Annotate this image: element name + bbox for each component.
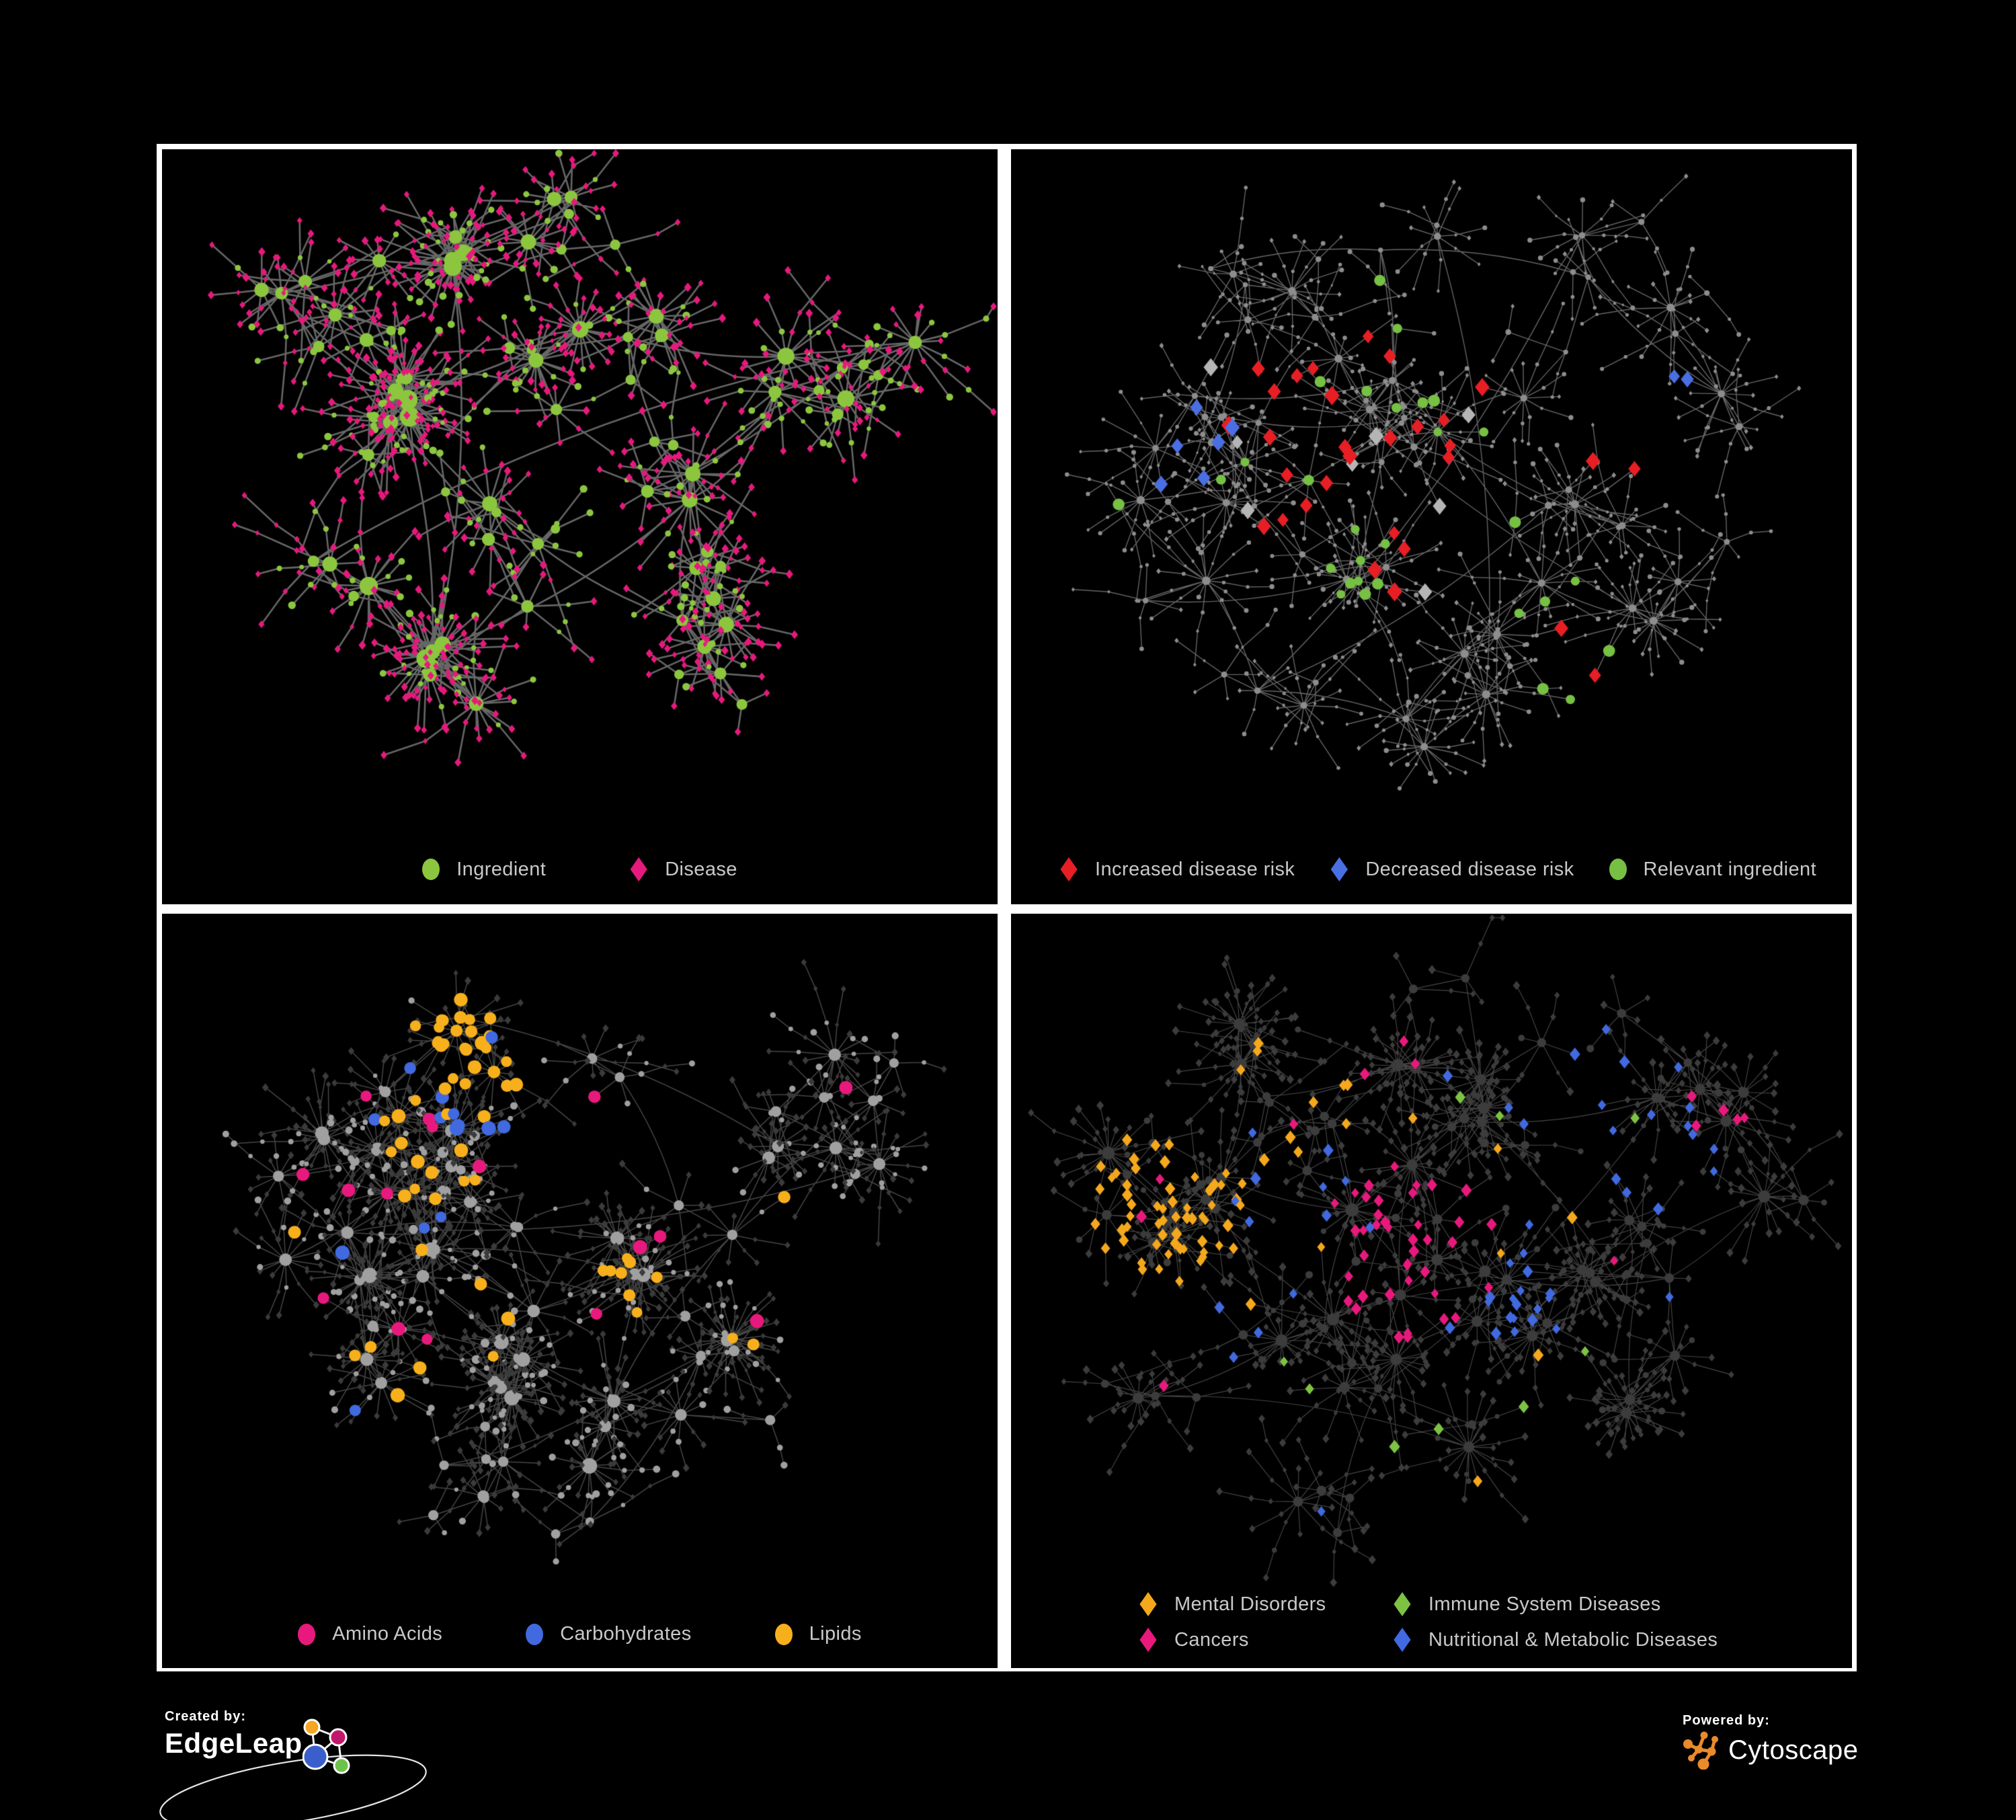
- legend-item-cancers: Cancers: [1139, 1628, 1393, 1652]
- legend-item-increased-disease-risk: Increased disease risk: [1059, 857, 1295, 881]
- legend-nutrient-classes: Amino Acids Carbohydrates Lipids: [162, 1623, 998, 1645]
- panel-nutrient-classes: Amino Acids Carbohydrates Lipids: [162, 914, 998, 1668]
- edgeleap-brand-row: EdgeLeap: [159, 1718, 427, 1820]
- legend-label: Immune System Diseases: [1428, 1593, 1661, 1615]
- legend-item-lipids: Lipids: [774, 1623, 862, 1645]
- legend-label: Carbohydrates: [560, 1623, 692, 1645]
- network-canvas-disease-categories: [1011, 914, 1852, 1668]
- immune-system-diseases-diamond-swatch-icon: [1394, 1592, 1411, 1616]
- cancers-diamond-swatch-icon: [1139, 1628, 1157, 1652]
- legend-item-decreased-disease-risk: Decreased disease risk: [1330, 857, 1574, 881]
- panel-disease-risk: Increased disease risk Decreased disease …: [1011, 149, 1852, 904]
- network-canvas-ingredient-disease: [162, 149, 998, 904]
- legend-label: Increased disease risk: [1095, 858, 1295, 880]
- legend-label: Relevant ingredient: [1643, 858, 1817, 880]
- disease-diamond-swatch-icon: [630, 857, 647, 881]
- panel-disease-categories: Mental Disorders Immune System Diseases Ca…: [1011, 914, 1852, 1668]
- relevant-ingredient-circle-swatch-icon: [1609, 859, 1627, 880]
- created-by-label: Created by:: [165, 1709, 247, 1724]
- network-canvas-disease-risk: [1011, 149, 1852, 904]
- legend-disease-categories: Mental Disorders Immune System Diseases Ca…: [1139, 1592, 1718, 1652]
- legend-item-disease: Disease: [629, 857, 737, 881]
- legend-item-amino-acids: Amino Acids: [298, 1623, 442, 1645]
- panel-grid: Ingredient Disease Increased disease risk…: [157, 144, 1857, 1671]
- amino-acids-circle-swatch-icon: [298, 1623, 316, 1645]
- legend-item-nutritional-metabolic-diseases: Nutritional & Metabolic Diseases: [1393, 1628, 1718, 1652]
- legend-label: Nutritional & Metabolic Diseases: [1428, 1628, 1718, 1651]
- edgeleap-logo-icon: [302, 1718, 350, 1774]
- cytoscape-wordmark: Cytoscape: [1728, 1735, 1859, 1765]
- carbohydrates-circle-swatch-icon: [526, 1623, 544, 1645]
- legend-label: Amino Acids: [332, 1623, 443, 1645]
- legend-item-ingredient: Ingredient: [422, 859, 546, 881]
- legend-disease-risk: Increased disease risk Decreased disease …: [1011, 857, 1852, 881]
- legend-item-carbohydrates: Carbohydrates: [526, 1623, 691, 1645]
- legend-label: Mental Disorders: [1174, 1593, 1326, 1615]
- increased-disease-risk-diamond-swatch-icon: [1060, 857, 1078, 881]
- legend-item-relevant-ingredient: Relevant ingredient: [1609, 859, 1816, 881]
- network-canvas-nutrient-classes: [162, 914, 998, 1668]
- legend-item-mental-disorders: Mental Disorders: [1139, 1592, 1393, 1616]
- legend-label: Cancers: [1174, 1628, 1249, 1651]
- legend-label: Disease: [665, 858, 737, 880]
- legend-item-immune-system-diseases: Immune System Diseases: [1393, 1592, 1718, 1616]
- legend-label: Lipids: [809, 1623, 862, 1645]
- decreased-disease-risk-diamond-swatch-icon: [1330, 857, 1348, 881]
- nutritional-metabolic-diseases-diamond-swatch-icon: [1394, 1628, 1411, 1652]
- cytoscape-brand-row: Cytoscape: [1683, 1731, 1858, 1770]
- lipids-circle-swatch-icon: [774, 1623, 793, 1645]
- legend-label: Ingredient: [456, 858, 547, 880]
- created-by-block: Created by: EdgeLeap: [159, 1709, 427, 1820]
- legend-ingredient-disease: Ingredient Disease: [162, 857, 998, 881]
- legend-label: Decreased disease risk: [1365, 858, 1574, 880]
- ingredient-circle-swatch-icon: [422, 859, 440, 880]
- powered-by-block: Powered by: Cytoscape: [1683, 1713, 1858, 1770]
- cytoscape-logo-icon: [1683, 1731, 1718, 1770]
- powered-by-label: Powered by:: [1683, 1713, 1770, 1728]
- edgeleap-wordmark: EdgeLeap: [165, 1727, 303, 1759]
- mental-disorders-diamond-swatch-icon: [1139, 1592, 1157, 1616]
- panel-ingredient-disease: Ingredient Disease: [162, 149, 998, 904]
